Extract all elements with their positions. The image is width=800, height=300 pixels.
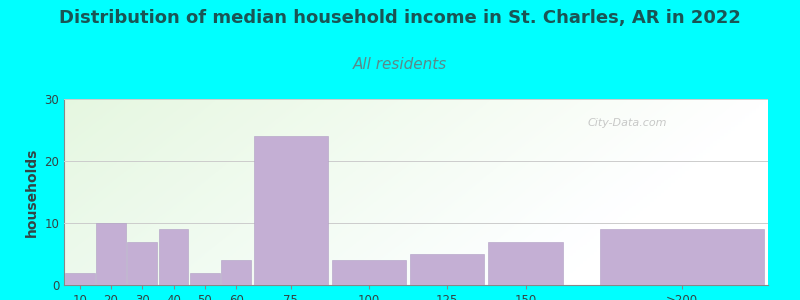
Bar bbox=[254, 136, 328, 285]
Bar bbox=[65, 273, 94, 285]
Bar bbox=[600, 229, 764, 285]
Text: Distribution of median household income in St. Charles, AR in 2022: Distribution of median household income … bbox=[59, 9, 741, 27]
Text: All residents: All residents bbox=[353, 57, 447, 72]
Bar bbox=[190, 273, 220, 285]
Bar bbox=[96, 223, 126, 285]
Bar bbox=[332, 260, 406, 285]
Bar bbox=[410, 254, 485, 285]
Bar bbox=[127, 242, 157, 285]
Bar bbox=[222, 260, 251, 285]
Text: City-Data.com: City-Data.com bbox=[587, 118, 667, 128]
Y-axis label: households: households bbox=[25, 147, 38, 237]
Bar bbox=[158, 229, 188, 285]
Bar bbox=[488, 242, 562, 285]
